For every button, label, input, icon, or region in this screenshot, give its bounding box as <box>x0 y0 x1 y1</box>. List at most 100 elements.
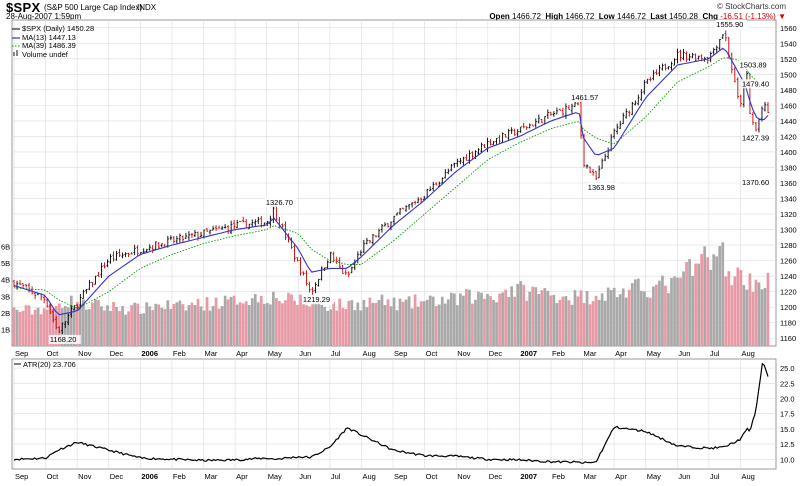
volume-bar <box>730 285 734 346</box>
volume-bar <box>540 290 544 346</box>
open-value: 1466.72 <box>512 12 541 21</box>
volume-bar <box>401 301 405 346</box>
volume-bar <box>525 300 529 346</box>
volume-bar <box>347 300 351 346</box>
volume-bar <box>407 296 411 346</box>
legend: $SPX (Daily) 1450.28 MA(13) 1447.13 MA(3… <box>12 24 94 369</box>
chg-value: -16.51 (-1.13%) <box>720 12 776 21</box>
volume-bar <box>94 299 97 346</box>
price-tick-label: 1500 <box>780 70 797 79</box>
volume-bar <box>555 303 559 346</box>
price-month-label: Aug <box>741 349 754 358</box>
atr-month-label: Jun <box>678 472 690 481</box>
price-tick-label: 1300 <box>780 226 797 235</box>
atr-month-label: Oct <box>426 472 439 481</box>
volume-bar <box>42 308 46 346</box>
volume-bar <box>724 276 728 346</box>
volume-bar <box>100 306 103 346</box>
volume-bar <box>579 290 583 346</box>
volume-bar <box>154 303 158 346</box>
volume-bar <box>175 302 179 346</box>
price-annotation: 1503.89 <box>740 60 767 69</box>
volume-bar <box>736 267 740 346</box>
price-month-label: Mar <box>584 349 597 358</box>
volume-bar <box>72 308 76 346</box>
volume-bar <box>395 310 399 346</box>
volume-bar <box>12 307 16 346</box>
volume-bar <box>148 306 152 346</box>
volume-bar <box>507 297 510 346</box>
volume-bar <box>39 314 43 346</box>
atr-month-label: Sep <box>15 472 28 481</box>
high-label: High <box>545 12 564 21</box>
volume-bar <box>45 309 49 346</box>
volume-bar <box>649 297 652 346</box>
volume-bar <box>97 299 100 346</box>
price-tick-label: 1180 <box>780 319 796 328</box>
volume-bar <box>392 297 396 346</box>
volume-bar <box>630 283 634 346</box>
legend-volume-swatch <box>13 52 15 56</box>
volume-bar <box>416 306 420 346</box>
volume-bar <box>621 288 625 346</box>
volume-bar <box>335 310 339 346</box>
chg-down-icon: ▼ <box>778 12 786 21</box>
volume-bar <box>606 287 610 346</box>
last-value: 1450.28 <box>669 12 698 21</box>
price-tick-label: 1380 <box>780 163 797 172</box>
annotation-bg <box>741 133 773 143</box>
annotation-bg <box>741 79 773 89</box>
quote-summary: Open 1466.72 High 1466.72 Low 1446.72 La… <box>489 12 786 21</box>
volume-bar <box>75 301 79 346</box>
volume-bar <box>428 295 432 346</box>
volume-bar <box>278 300 281 346</box>
volume-bar <box>344 308 348 346</box>
volume-bar <box>69 295 73 346</box>
volume-bar <box>350 300 354 346</box>
low-value: 1446.72 <box>617 12 646 21</box>
legend-price: $SPX (Daily) 1450.28 <box>22 24 94 33</box>
volume-bar <box>594 295 598 346</box>
price-month-label: Aug <box>362 349 375 358</box>
volume-bar <box>287 292 290 346</box>
volume-bar <box>281 303 284 346</box>
ma13-line <box>13 47 769 316</box>
volume-bar <box>235 304 239 346</box>
price-month-label: Dec <box>110 349 124 358</box>
atr-month-label: Dec <box>110 472 124 481</box>
volume-bar <box>133 302 136 346</box>
volume-bar <box>697 263 700 346</box>
volume-bar <box>247 305 251 346</box>
volume-tick-label: 3B <box>1 292 10 301</box>
volume-bar <box>609 290 613 346</box>
price-month-label: Feb <box>552 349 565 358</box>
volume-bar <box>474 299 477 346</box>
annotation-bg <box>738 60 771 70</box>
panel-frames <box>11 19 777 470</box>
volume-bar <box>383 305 387 346</box>
volume-bar <box>639 290 643 346</box>
volume-bar <box>21 310 25 346</box>
volume-bar <box>437 304 441 346</box>
high-value: 1466.72 <box>565 12 595 21</box>
atr-tick-label: 20.0 <box>780 395 795 404</box>
volume-bar <box>15 309 19 346</box>
volume-bar <box>353 310 357 346</box>
volume-bar <box>558 299 562 346</box>
volume-bar <box>543 288 547 346</box>
volume-bar <box>615 297 619 346</box>
volume-bar <box>241 303 245 346</box>
volume-bar <box>332 301 336 346</box>
volume-bar <box>419 301 423 346</box>
volume-bar <box>664 285 667 346</box>
volume-bar <box>443 303 447 346</box>
volume-bar <box>66 307 70 346</box>
volume-bar <box>763 287 767 346</box>
exchange: INDX <box>137 3 157 12</box>
volume-bar <box>302 304 305 346</box>
volume-bar <box>157 304 161 346</box>
volume-bar <box>338 298 342 346</box>
annotation-bg <box>301 295 334 305</box>
volume-bar <box>229 296 233 346</box>
volume-bar <box>655 284 658 346</box>
